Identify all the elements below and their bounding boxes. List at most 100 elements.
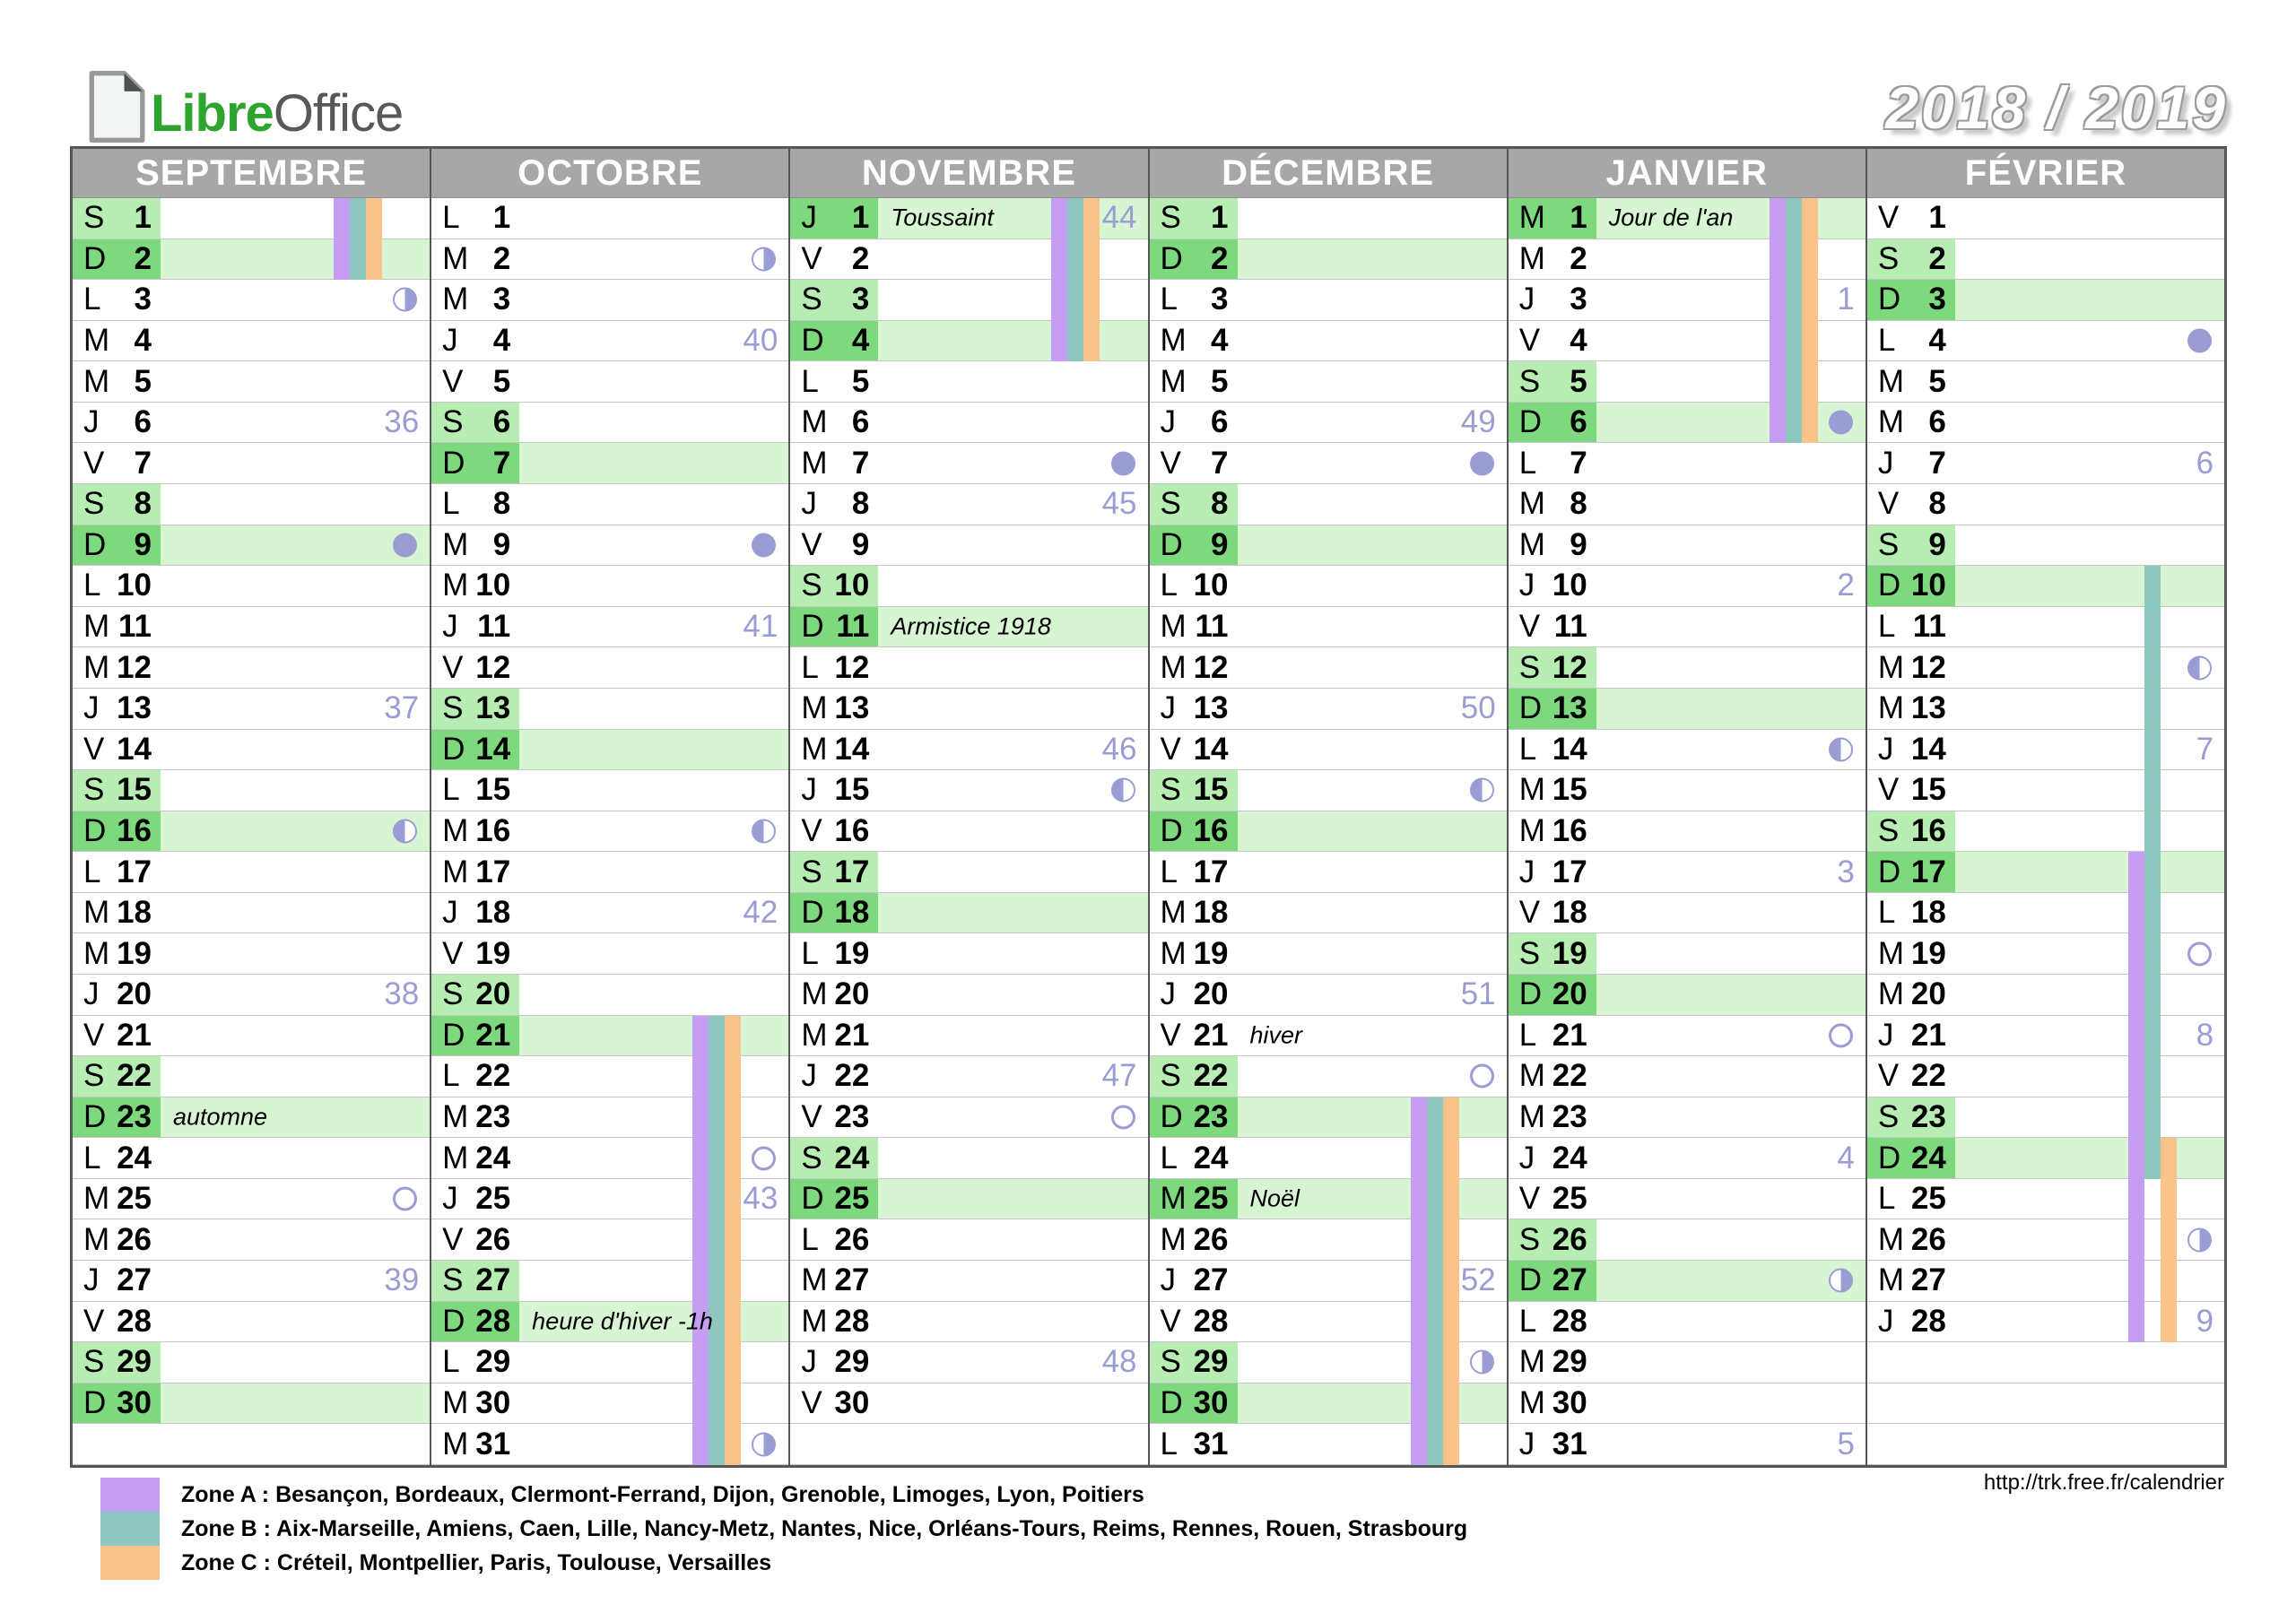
day-label-cell: V 21 — [73, 1016, 161, 1056]
day-letter: J — [442, 895, 458, 931]
day-label-cell: D 20 — [1508, 974, 1596, 1015]
day-label-cell: J 27 — [73, 1261, 161, 1301]
day-row: M 15 — [1508, 770, 1866, 811]
day-label-cell: S 29 — [1149, 1342, 1238, 1383]
day-number: 14 — [475, 731, 511, 767]
day-row: D 16 — [1149, 811, 1507, 853]
day-number: 23 — [834, 1099, 870, 1134]
day-letter: D — [1877, 568, 1901, 603]
day-row: L 24 — [73, 1138, 430, 1179]
week-number: 5 — [1837, 1426, 1855, 1462]
day-number: 13 — [475, 690, 511, 726]
week-number: 1 — [1837, 282, 1855, 317]
day-letter: S — [1160, 1058, 1181, 1094]
day-label-cell: M 19 — [73, 933, 161, 974]
day-number: 18 — [1193, 895, 1229, 931]
day-letter: M — [801, 1262, 828, 1298]
day-number: 18 — [117, 895, 152, 931]
day-letter: J — [1160, 976, 1177, 1012]
day-row: L 24 — [1149, 1138, 1507, 1179]
day-letter: J — [1518, 854, 1535, 889]
day-number: 17 — [117, 854, 152, 889]
day-letter: M — [1160, 609, 1187, 645]
event-label: heure d'hiver -1h — [532, 1307, 713, 1335]
day-number: 14 — [1552, 731, 1587, 767]
day-row: J 15 — [790, 770, 1148, 811]
day-number: 16 — [1910, 812, 1946, 848]
day-row: D 30 — [73, 1383, 430, 1425]
moon-icon-new-moon — [752, 533, 777, 558]
day-number: 22 — [475, 1058, 511, 1094]
day-row: M 26 — [1866, 1219, 2225, 1262]
logo-libre-text: Libre — [151, 84, 274, 143]
day-label-cell: D 14 — [431, 729, 520, 770]
week-number: 50 — [1460, 690, 1496, 726]
day-letter: V — [442, 935, 464, 971]
day-row: J 11 41 — [431, 607, 789, 648]
day-letter: L — [83, 1140, 101, 1175]
day-number: 5 — [1928, 363, 1946, 399]
day-number: 18 — [834, 895, 870, 931]
day-row: V 23 — [790, 1097, 1148, 1139]
day-label-cell: S 10 — [790, 566, 879, 606]
day-number: 10 — [1193, 568, 1229, 603]
day-number: 23 — [1910, 1099, 1946, 1134]
day-letter: J — [801, 1058, 817, 1094]
libreoffice-logo: LibreOffice — [88, 70, 404, 143]
day-number: 9 — [134, 526, 152, 562]
empty-row — [1866, 1383, 2225, 1425]
day-label-cell: L 14 — [1509, 730, 1596, 770]
day-letter: S — [442, 690, 464, 726]
day-label-cell: D 16 — [1149, 811, 1238, 852]
vacation-stripe-zone-c — [1801, 198, 1818, 444]
day-row: J 21 8 — [1866, 1016, 2225, 1057]
week-number: 39 — [384, 1262, 420, 1298]
day-letter: J — [801, 486, 817, 522]
day-row: L 29 — [431, 1342, 789, 1383]
day-letter: D — [1518, 404, 1542, 440]
day-letter: J — [1160, 1262, 1177, 1298]
day-letter: V — [1518, 1181, 1541, 1217]
day-number: 8 — [1928, 486, 1946, 522]
vacation-stripe-zone-c — [366, 198, 382, 281]
day-letter: M — [801, 976, 828, 1012]
day-row: J 13 50 — [1149, 689, 1507, 730]
day-row: L 10 — [1149, 566, 1507, 607]
month-header: DÉCEMBRE — [1149, 149, 1507, 198]
day-letter: M — [1877, 363, 1905, 399]
event-label: Toussaint — [891, 204, 994, 231]
day-number: 22 — [1193, 1058, 1229, 1094]
day-letter: J — [1518, 1426, 1535, 1462]
day-number: 9 — [1211, 526, 1229, 562]
day-letter: V — [1877, 486, 1900, 522]
moon-icon-first-moon — [1828, 737, 1853, 762]
day-row: S 17 — [790, 852, 1148, 893]
day-label-cell: M 10 — [431, 566, 519, 606]
day-label-cell: M 13 — [790, 689, 878, 729]
day-number: 20 — [1910, 976, 1946, 1012]
day-number: 24 — [1910, 1140, 1946, 1175]
day-letter: J — [1877, 1303, 1894, 1339]
day-label-cell: L 15 — [431, 770, 519, 811]
day-row: J 20 51 — [1149, 975, 1507, 1016]
day-row: D 17 — [1866, 852, 2225, 893]
day-letter: J — [1160, 404, 1177, 440]
day-label-cell: M 19 — [1867, 933, 1955, 974]
libreoffice-document-icon — [89, 71, 145, 143]
day-number: 3 — [1211, 282, 1229, 317]
day-letter: L — [442, 200, 460, 236]
day-letter: L — [83, 854, 101, 889]
